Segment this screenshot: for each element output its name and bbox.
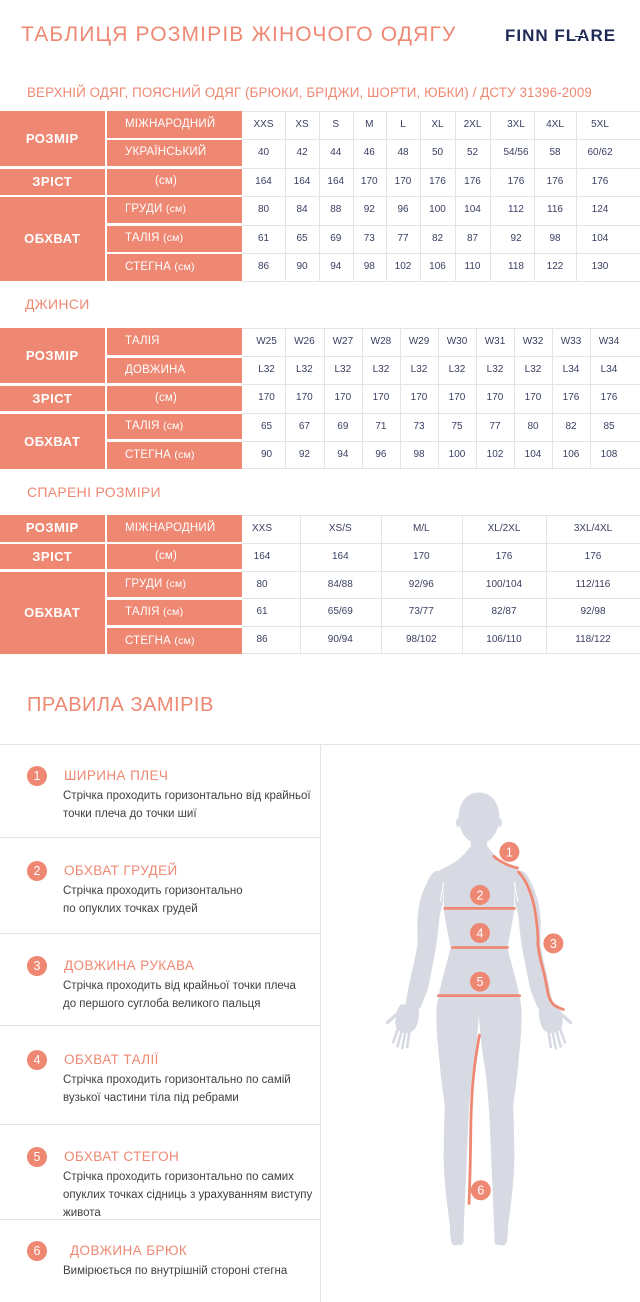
svg-text:5: 5 <box>477 975 484 989</box>
svg-text:1: 1 <box>506 845 513 859</box>
svg-text:3: 3 <box>550 937 557 951</box>
svg-text:4: 4 <box>477 927 484 941</box>
svg-text:6: 6 <box>477 1184 484 1198</box>
svg-text:2: 2 <box>477 889 484 903</box>
